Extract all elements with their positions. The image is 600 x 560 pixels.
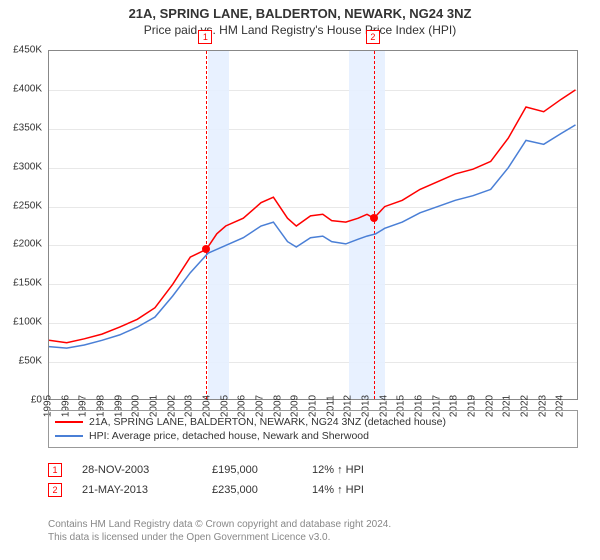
event-badge: 2 — [366, 30, 380, 44]
y-tick-label: £450K — [0, 45, 42, 56]
event-date: 28-NOV-2003 — [82, 464, 192, 476]
title-block: 21A, SPRING LANE, BALDERTON, NEWARK, NG2… — [0, 0, 600, 37]
y-tick-label: £150K — [0, 278, 42, 289]
legend-label: 21A, SPRING LANE, BALDERTON, NEWARK, NG2… — [89, 416, 446, 428]
legend-item: HPI: Average price, detached house, Newa… — [55, 429, 571, 443]
y-tick-label: £100K — [0, 317, 42, 328]
legend-swatch — [55, 435, 83, 437]
event-row-badge: 2 — [48, 483, 62, 497]
y-tick-label: £50K — [0, 356, 42, 367]
title-sub: Price paid vs. HM Land Registry's House … — [0, 23, 600, 37]
event-price: £195,000 — [212, 464, 292, 476]
title-main: 21A, SPRING LANE, BALDERTON, NEWARK, NG2… — [0, 6, 600, 21]
legend-item: 21A, SPRING LANE, BALDERTON, NEWARK, NG2… — [55, 415, 571, 429]
legend-swatch — [55, 421, 83, 423]
y-tick-label: £300K — [0, 161, 42, 172]
y-tick-label: £400K — [0, 83, 42, 94]
footer-line1: Contains HM Land Registry data © Crown c… — [48, 518, 578, 531]
event-row: 2 21-MAY-2013 £235,000 14% ↑ HPI — [48, 480, 578, 500]
footer-line2: This data is licensed under the Open Gov… — [48, 531, 578, 544]
line-series — [49, 51, 579, 401]
event-pct: 12% ↑ HPI — [312, 464, 412, 476]
event-dot — [202, 245, 210, 253]
chart-area: £0£50K£100K£150K£200K£250K£300K£350K£400… — [48, 50, 578, 400]
event-price: £235,000 — [212, 484, 292, 496]
event-date: 21-MAY-2013 — [82, 484, 192, 496]
y-tick-label: £0 — [0, 395, 42, 406]
y-tick-label: £350K — [0, 122, 42, 133]
event-dot — [370, 214, 378, 222]
y-tick-label: £200K — [0, 239, 42, 250]
plot-area — [48, 50, 578, 400]
series-hpi — [49, 125, 576, 348]
chart-container: 21A, SPRING LANE, BALDERTON, NEWARK, NG2… — [0, 0, 600, 560]
event-badge: 1 — [198, 30, 212, 44]
footer: Contains HM Land Registry data © Crown c… — [48, 518, 578, 544]
legend: 21A, SPRING LANE, BALDERTON, NEWARK, NG2… — [48, 410, 578, 448]
y-tick-label: £250K — [0, 200, 42, 211]
event-pct: 14% ↑ HPI — [312, 484, 412, 496]
event-row: 1 28-NOV-2003 £195,000 12% ↑ HPI — [48, 460, 578, 480]
event-row-badge: 1 — [48, 463, 62, 477]
event-table: 1 28-NOV-2003 £195,000 12% ↑ HPI 2 21-MAY-201… — [48, 460, 578, 500]
legend-label: HPI: Average price, detached house, Newa… — [89, 430, 369, 442]
series-property — [49, 90, 576, 343]
